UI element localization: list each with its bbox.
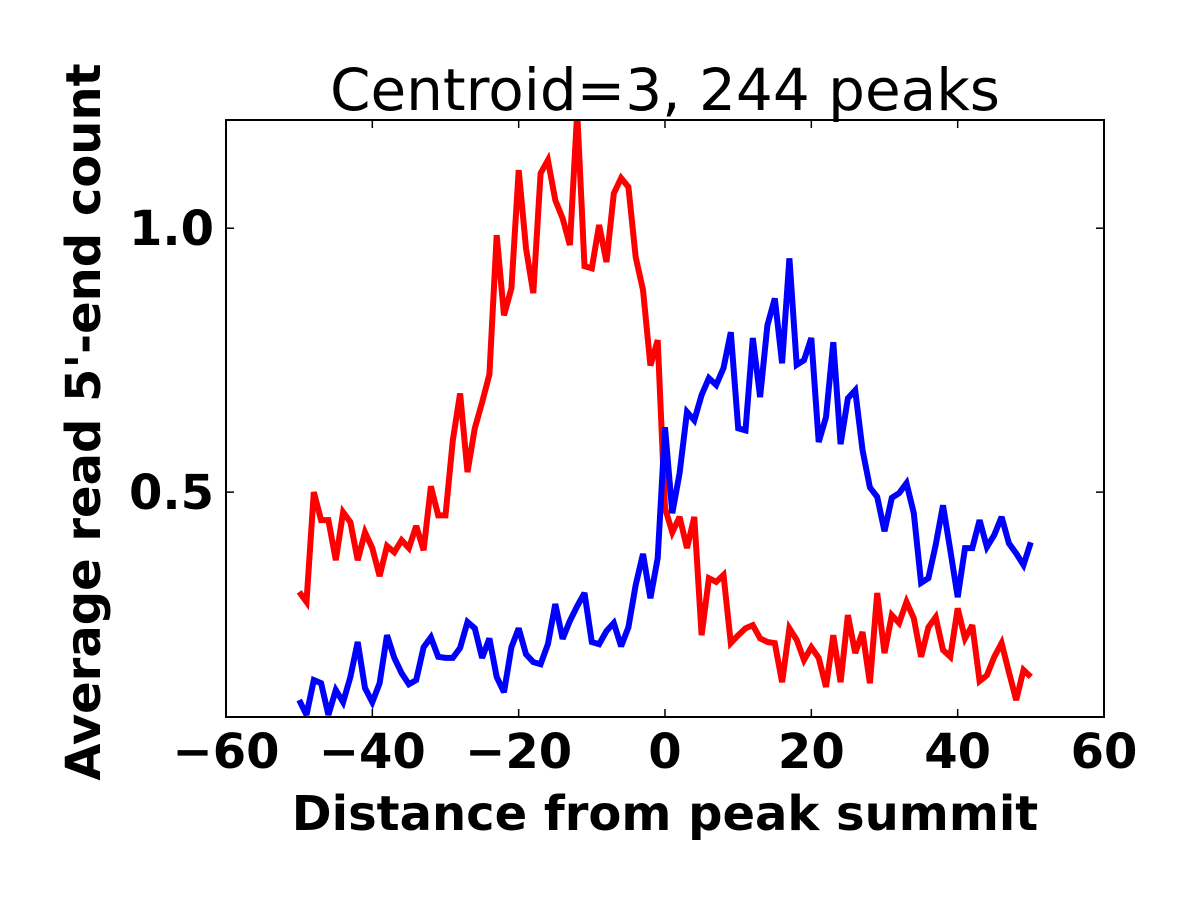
x-axis-label: Distance from peak summit [292,786,1038,842]
x-tick-label: 20 [778,724,845,780]
x-tick-label: 40 [924,724,991,780]
chart-title: Centroid=3, 244 peaks [330,56,1000,124]
y-axis-label: Average read 5'-end count [56,63,112,780]
y-tick-label: 1.0 [129,201,214,257]
y-tick-label: 0.5 [129,465,214,521]
x-tick-label: 0 [648,724,681,780]
x-tick-label: −60 [172,724,279,780]
tick-layer: −60 −40 −20 0 20 40 60 0.5 1.0 [129,120,1137,780]
series-line-0 [296,120,1033,701]
x-tick-label: −20 [465,724,572,780]
series-layer [296,120,1034,717]
x-tick-label: −40 [319,724,426,780]
series-line-1 [296,258,1034,717]
x-tick-label: 60 [1071,724,1138,780]
